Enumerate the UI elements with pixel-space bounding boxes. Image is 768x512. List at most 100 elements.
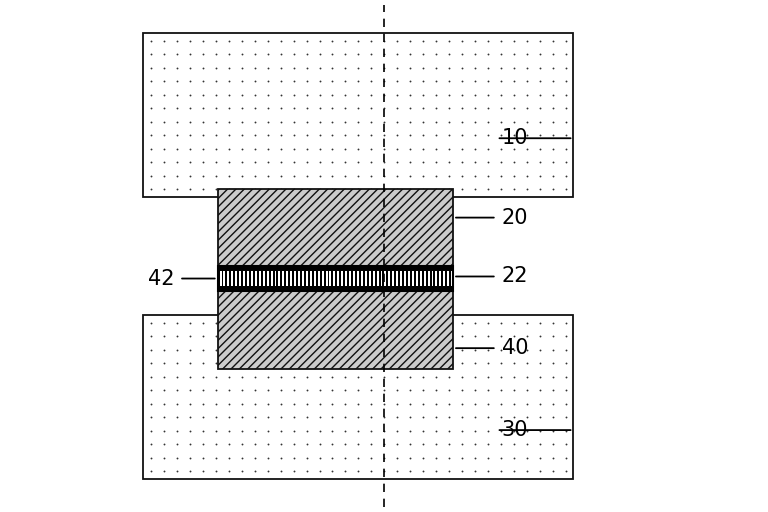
Point <box>495 91 507 99</box>
Point <box>353 158 365 166</box>
Point <box>287 454 300 462</box>
Point <box>353 50 365 58</box>
Point <box>378 132 390 140</box>
Point <box>534 91 546 99</box>
Point <box>170 50 183 58</box>
Point <box>274 118 286 126</box>
Bar <box>280 271 283 286</box>
Point <box>366 386 378 394</box>
Point <box>534 346 546 354</box>
Bar <box>230 271 231 286</box>
Point <box>170 145 183 153</box>
Point <box>274 332 286 340</box>
Point <box>560 91 572 99</box>
Bar <box>332 271 333 286</box>
Point <box>482 37 494 45</box>
Point <box>300 91 313 99</box>
Point <box>521 359 533 367</box>
Point <box>417 372 429 380</box>
Point <box>404 145 416 153</box>
Point <box>287 440 300 448</box>
Point <box>378 386 390 394</box>
Bar <box>327 271 329 286</box>
Point <box>366 372 378 380</box>
Point <box>300 64 313 72</box>
Point <box>197 145 209 153</box>
Point <box>482 413 494 421</box>
Bar <box>312 271 314 286</box>
Point <box>366 132 378 140</box>
Bar <box>233 271 235 286</box>
Point <box>378 145 390 153</box>
Point <box>249 77 261 86</box>
Point <box>469 318 482 327</box>
Point <box>197 158 209 166</box>
Point <box>326 372 339 380</box>
Point <box>184 318 196 327</box>
Point <box>417 359 429 367</box>
Point <box>197 399 209 408</box>
Point <box>326 91 339 99</box>
Point <box>417 37 429 45</box>
Point <box>366 440 378 448</box>
Point <box>145 318 157 327</box>
Point <box>287 132 300 140</box>
Point <box>430 172 442 180</box>
Point <box>508 426 520 435</box>
Point <box>366 185 378 194</box>
Text: 22: 22 <box>502 266 528 287</box>
Point <box>456 346 468 354</box>
Point <box>482 118 494 126</box>
Point <box>456 172 468 180</box>
Point <box>417 454 429 462</box>
Point <box>236 132 248 140</box>
Point <box>534 104 546 113</box>
Point <box>236 145 248 153</box>
Bar <box>284 271 286 286</box>
Point <box>249 50 261 58</box>
Point <box>339 359 352 367</box>
Point <box>378 359 390 367</box>
Point <box>547 37 559 45</box>
Bar <box>442 271 443 286</box>
Point <box>469 91 482 99</box>
Point <box>210 372 222 380</box>
Point <box>210 77 222 86</box>
Point <box>404 454 416 462</box>
Point <box>482 346 494 354</box>
Point <box>404 399 416 408</box>
Point <box>249 104 261 113</box>
Point <box>353 426 365 435</box>
Point <box>223 426 235 435</box>
Point <box>391 454 403 462</box>
Point <box>547 185 559 194</box>
Point <box>236 426 248 435</box>
Point <box>158 346 170 354</box>
Point <box>274 440 286 448</box>
Point <box>313 104 326 113</box>
Point <box>443 318 455 327</box>
Point <box>326 172 339 180</box>
Point <box>547 346 559 354</box>
Point <box>300 454 313 462</box>
Bar <box>221 271 223 286</box>
Point <box>197 77 209 86</box>
Point <box>417 77 429 86</box>
Point <box>197 440 209 448</box>
Point <box>495 132 507 140</box>
Point <box>560 185 572 194</box>
Point <box>339 318 352 327</box>
Point <box>378 332 390 340</box>
Bar <box>386 271 389 286</box>
Point <box>197 185 209 194</box>
Point <box>417 132 429 140</box>
Point <box>236 386 248 394</box>
Point <box>443 332 455 340</box>
Point <box>378 399 390 408</box>
Point <box>430 37 442 45</box>
Point <box>469 104 482 113</box>
Bar <box>144 315 574 479</box>
Bar <box>438 271 439 286</box>
Point <box>210 91 222 99</box>
Point <box>417 426 429 435</box>
